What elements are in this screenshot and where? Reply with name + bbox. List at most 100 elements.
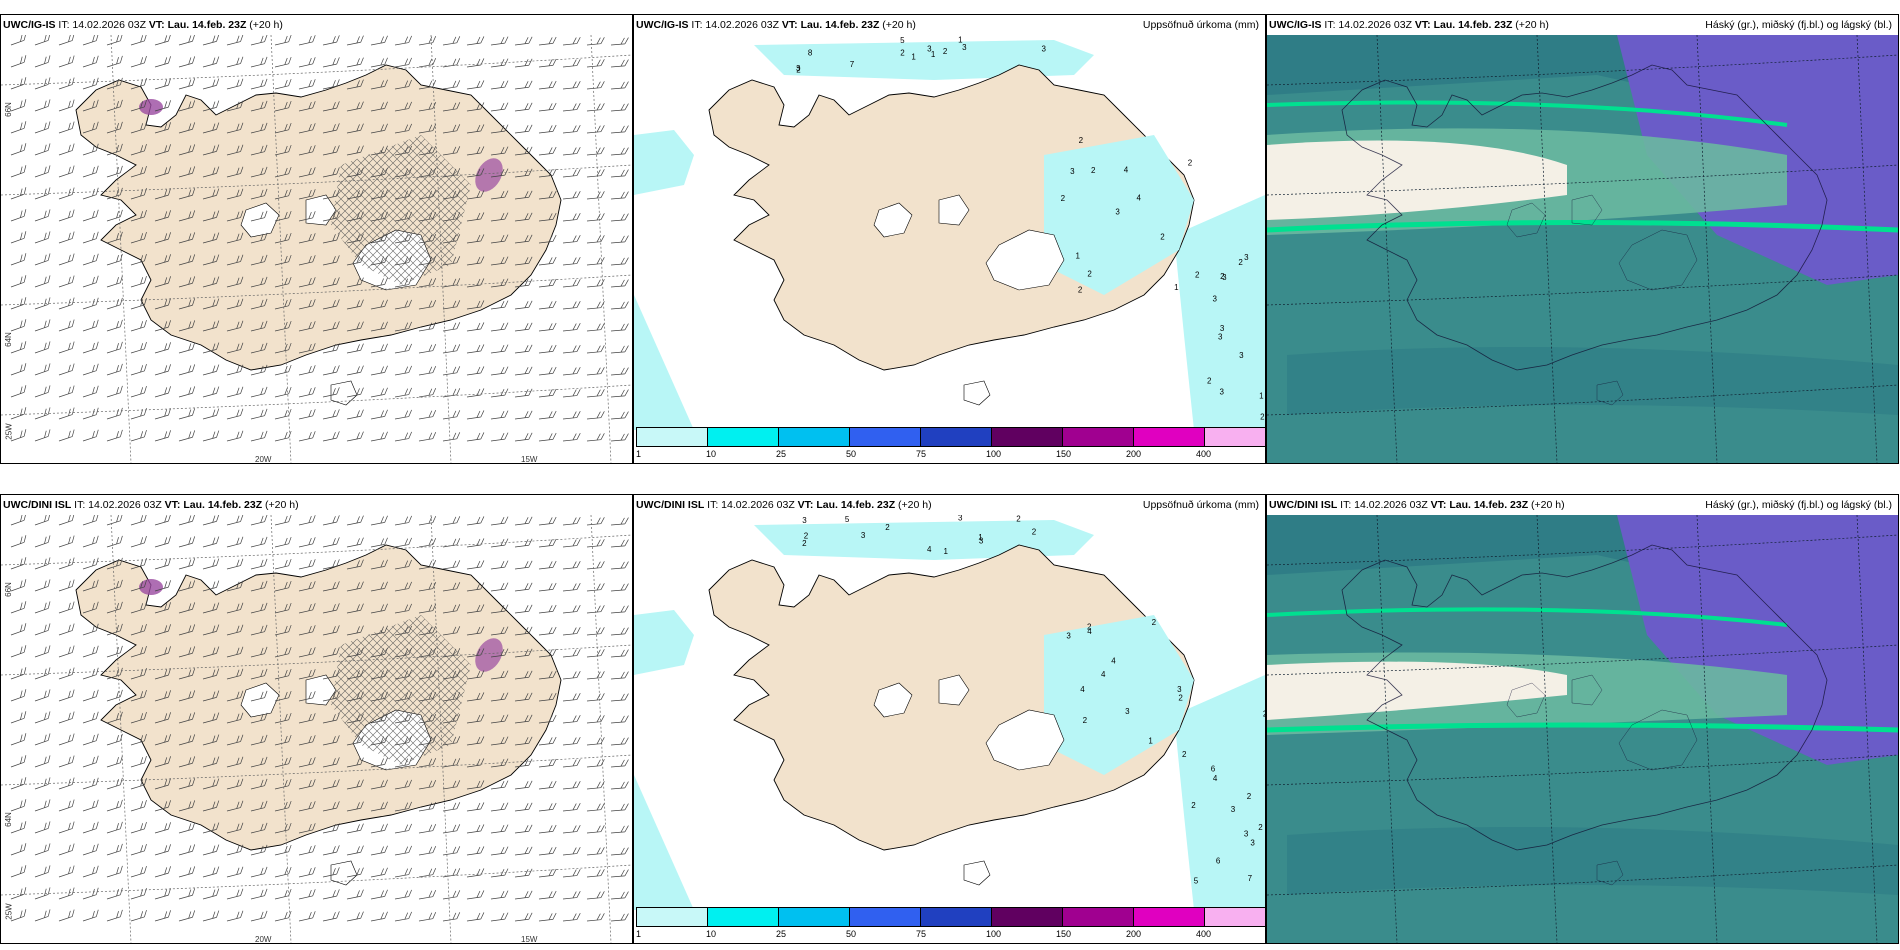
precip-value-label: 4 — [1111, 656, 1116, 665]
colorbar-swatch — [1134, 908, 1205, 926]
precip-value-label: 1 — [958, 36, 963, 45]
colorbar-tick-label: 150 — [1056, 449, 1072, 459]
precip-value-label: 6 — [1211, 764, 1216, 773]
precip-value-label: 2 — [1195, 271, 1200, 280]
precip-value-label: 7 — [850, 60, 855, 69]
colorbar-swatch — [850, 908, 921, 926]
precip-value-label: 2 — [1083, 716, 1088, 725]
precip-value-label: 3 — [1070, 167, 1075, 176]
colorbar-swatch — [1205, 908, 1265, 926]
precip-value-label: 1 — [911, 53, 916, 62]
precip-value-label: 3 — [1212, 295, 1217, 304]
colorbar-tick-label: 75 — [916, 449, 927, 459]
colorbar-tick-label: 50 — [846, 449, 857, 459]
precip-value-label: 3 — [927, 45, 932, 54]
precip-value-label: 5 — [900, 36, 905, 45]
lat-label-66n: 66N — [3, 582, 13, 597]
panel-header: UWC/IG-IS IT: 14.02.2026 03Z VT: Lau. 14… — [634, 15, 1265, 35]
precip-value-label: 2 — [796, 65, 801, 74]
precip-value-label: 3 — [1218, 333, 1223, 342]
colorbar-tick-label: 75 — [916, 929, 927, 939]
colorbar-swatch — [1063, 908, 1134, 926]
precip-value-label: 4 — [1101, 670, 1106, 679]
colorbar-tick-label: 100 — [986, 929, 1002, 939]
colorbar-swatch — [779, 908, 850, 926]
precip-value-label: 3 — [1231, 805, 1236, 814]
lat-label-66n: 66N — [3, 102, 13, 117]
precip-value-label: 4 — [1137, 194, 1142, 203]
colorbar-swatch — [637, 428, 708, 446]
precip-value-label: 6 — [1216, 857, 1221, 866]
precip-value-label: 2 — [1152, 618, 1157, 627]
panel-header: UWC/DINI ISL IT: 14.02.2026 03Z VT: Lau.… — [1, 495, 632, 515]
colorbar-tick-label: 10 — [706, 929, 717, 939]
colorbar-swatch — [1205, 428, 1265, 446]
colorbar-swatch — [708, 428, 779, 446]
colorbar-tick-label: 10 — [706, 449, 717, 459]
lat-label-64n: 64N — [3, 812, 13, 827]
precip-title: Uppsöfnuð úrkoma (mm) — [1142, 499, 1259, 511]
precip-value-label: 2 — [802, 539, 807, 548]
precip-value-label: 2 — [1087, 269, 1092, 278]
lon-label-15w: 15W — [521, 935, 538, 944]
precip-value-label: 2 — [1178, 693, 1183, 702]
colorbar-tick-label: 200 — [1126, 929, 1142, 939]
cloud-title: Háský (gr.), miðský (fj.bl.) og lágský (… — [1705, 499, 1892, 511]
precip-value-label: 2 — [885, 523, 890, 532]
precip-value-label: 3 — [1125, 707, 1130, 716]
cloud-panel-bottom: UWC/DINI ISL IT: 14.02.2026 03Z VT: Lau.… — [1266, 494, 1899, 944]
precip-value-label: 3 — [1250, 839, 1255, 848]
lon-label-20w: 20W — [255, 935, 272, 944]
colorbar-tick-label: 400 — [1196, 929, 1212, 939]
colorbar-swatch — [779, 428, 850, 446]
lat-label-25w: 25W — [4, 423, 14, 440]
colorbar-swatch — [850, 428, 921, 446]
precip-title: Uppsöfnuð úrkoma (mm) — [1142, 19, 1259, 31]
precip-value-label: 2 — [1238, 258, 1243, 267]
precip-panel-bottom: UWC/DINI ISL IT: 14.02.2026 03Z VT: Lau.… — [633, 494, 1266, 944]
precip-value-label: 1 — [978, 533, 983, 542]
precip-value-label: 2 — [900, 48, 905, 57]
precip-value-label: 1 — [943, 547, 948, 556]
panel-header: UWC/IG-IS IT: 14.02.2026 03Z VT: Lau. 14… — [1267, 15, 1898, 35]
colorbar-tick-label: 400 — [1196, 449, 1212, 459]
colorbar-swatch — [921, 428, 992, 446]
precip-value-label: 2 — [1032, 528, 1037, 537]
precip-value-label: 1 — [931, 50, 936, 59]
precip-value-label: 4 — [927, 545, 932, 554]
precip-value-label: 4 — [1087, 627, 1092, 636]
colorbar-swatch — [992, 908, 1063, 926]
precip-value-label: 3 — [1222, 273, 1227, 282]
precip-value-label: 5 — [845, 515, 850, 524]
colorbar-swatch — [1134, 428, 1205, 446]
colorbar-tick-label: 1 — [636, 449, 642, 459]
wind-panel-top: UWC/IG-IS IT: 14.02.2026 03Z VT: Lau. 14… — [0, 14, 633, 464]
precip-value-label: 1 — [1148, 737, 1153, 746]
precip-value-label: 3 — [1220, 324, 1225, 333]
lon-label-20w: 20W — [255, 455, 272, 464]
precip-value-label: 3 — [796, 64, 801, 73]
precip-value-label: 2 — [1258, 823, 1263, 832]
precip-value-label: 2 — [1087, 623, 1092, 632]
precip-value-label: 3 — [1239, 351, 1244, 360]
wind-map — [1, 515, 632, 943]
colorbar-swatch — [637, 908, 708, 926]
panel-header: UWC/DINI ISL IT: 14.02.2026 03Z VT: Lau.… — [634, 495, 1265, 515]
precip-value-label: 3 — [962, 43, 967, 52]
precip-value-label: 3 — [802, 516, 807, 525]
precip-value-label: 2 — [1061, 194, 1066, 203]
precip-value-label: 2 — [943, 47, 948, 56]
precip-panel-top: UWC/IG-IS IT: 14.02.2026 03Z VT: Lau. 14… — [633, 14, 1266, 464]
precip-value-label: 2 — [1079, 136, 1084, 145]
lon-label-15w: 15W — [521, 455, 538, 464]
precip-value-label: 3 — [1244, 253, 1249, 262]
precip-value-label: 3 — [1220, 387, 1225, 396]
panel-header: UWC/IG-IS IT: 14.02.2026 03Z VT: Lau. 14… — [1, 15, 632, 35]
precip-value-label: 3 — [861, 531, 866, 540]
wind-map — [1, 35, 632, 463]
precip-colorbar-labels: 1 10 25 50 75 100 150 200 400 — [636, 449, 1265, 461]
precip-value-label: 2 — [1191, 801, 1196, 810]
precip-value-label: 2 — [1182, 750, 1187, 759]
precip-value-label: 3 — [1115, 207, 1120, 216]
